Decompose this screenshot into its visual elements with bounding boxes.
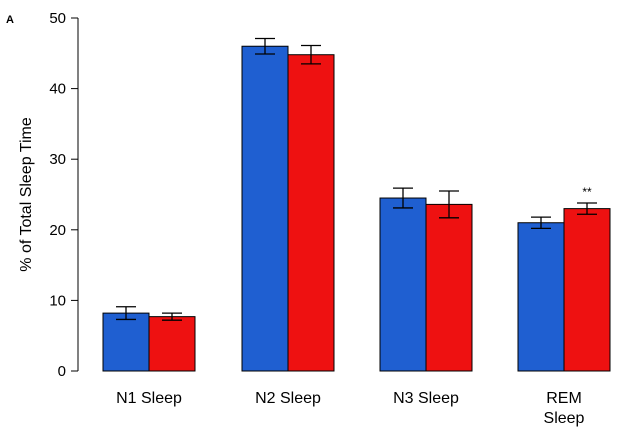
x-tick-label: Sleep: [544, 410, 585, 427]
y-tick-label: 50: [49, 10, 66, 27]
y-tick-label: 40: [49, 81, 66, 98]
bar: [287, 54, 335, 372]
y-tick-label: 30: [49, 151, 66, 168]
significance-marker: **: [582, 185, 592, 199]
bar: [425, 203, 473, 372]
bar: [148, 316, 196, 372]
x-tick-label: N1 Sleep: [116, 390, 182, 407]
bar: [102, 312, 150, 372]
y-tick-label: 20: [49, 222, 66, 239]
x-tick-label: N3 Sleep: [393, 390, 459, 407]
x-tick-label: REM: [546, 390, 582, 407]
y-tick-label: 10: [49, 292, 66, 309]
bar: [379, 197, 427, 372]
bar: [563, 208, 611, 372]
panel-label: A: [6, 14, 14, 26]
x-tick-label: N2 Sleep: [255, 390, 321, 407]
bar: [241, 45, 289, 372]
y-tick-label: 0: [58, 363, 66, 380]
y-axis-label: % of Total Sleep Time: [18, 117, 35, 272]
bar: [517, 222, 565, 372]
